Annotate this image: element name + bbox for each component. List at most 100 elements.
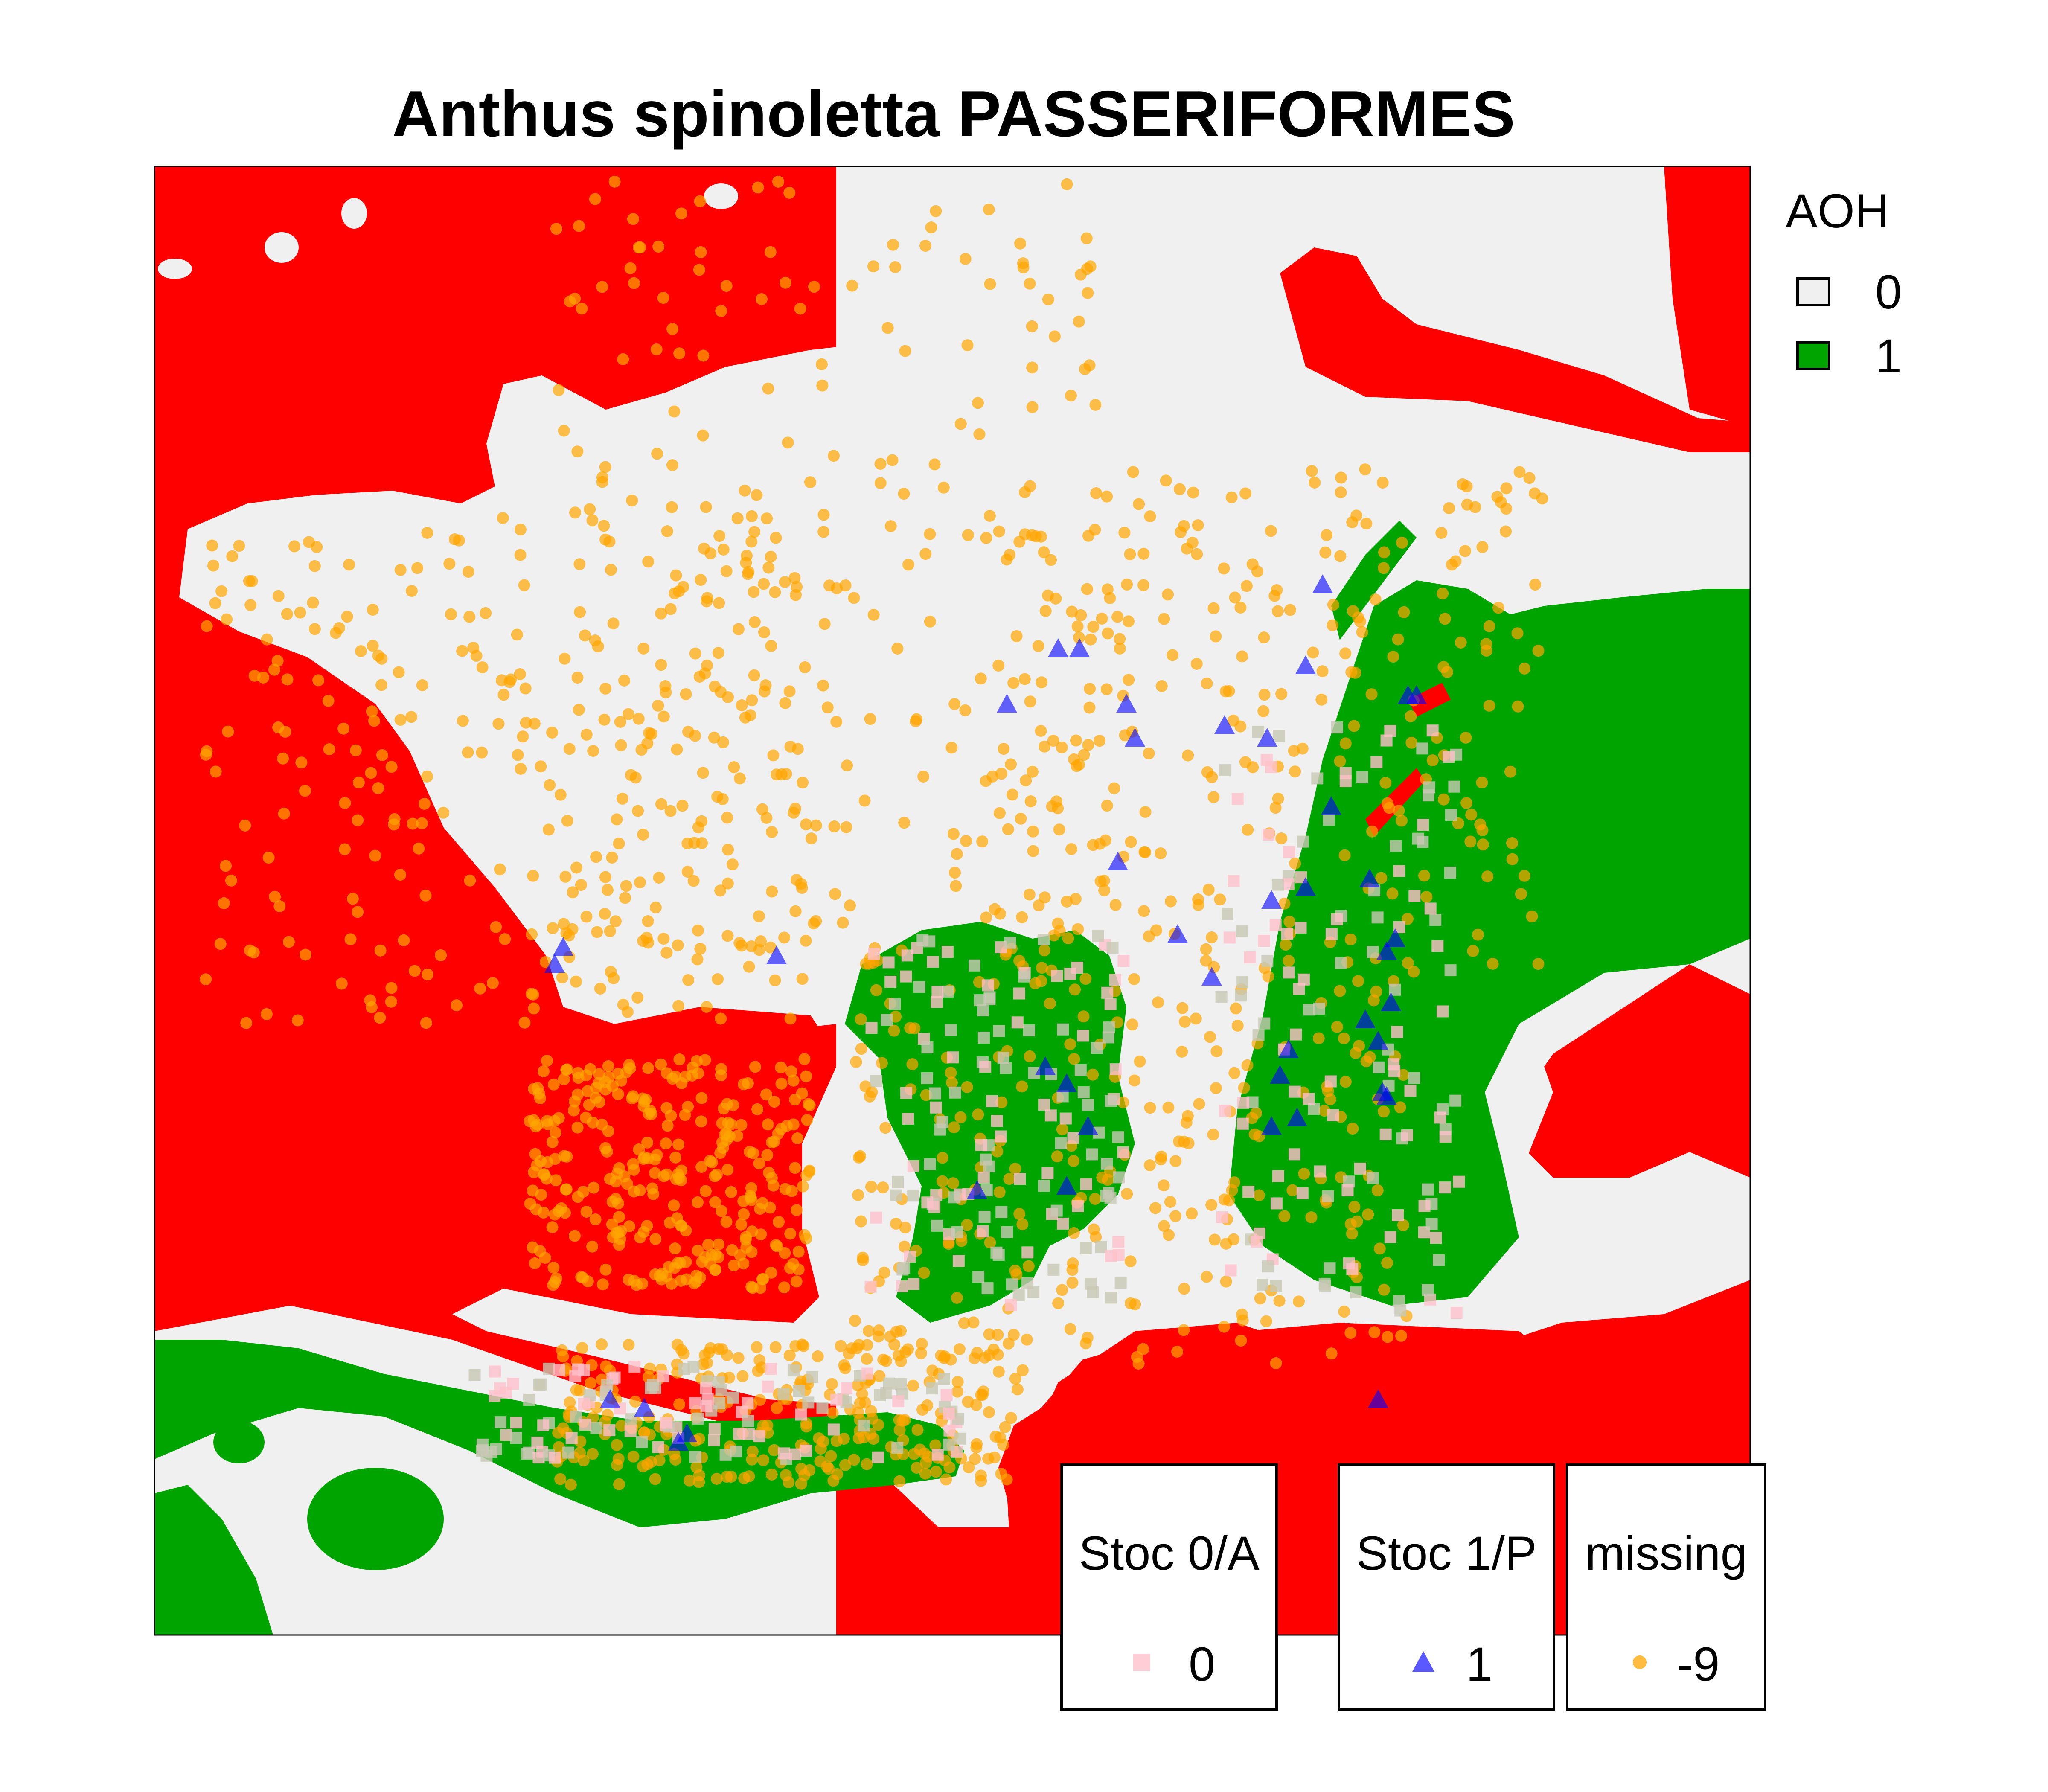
missing-point [1464,835,1477,848]
stoc-0-point [1425,1218,1438,1230]
missing-point [1182,1137,1195,1149]
missing-point [642,556,655,568]
stoc-0-point [1018,970,1030,983]
missing-point [754,1282,767,1294]
missing-point [861,1353,873,1365]
missing-point [602,1071,615,1083]
missing-point [831,582,843,594]
missing-point [585,1377,597,1389]
stoc-0-point [1103,1187,1115,1199]
missing-point [1087,621,1100,633]
missing-point [1029,977,1041,989]
missing-point [840,821,852,833]
missing-point [748,669,760,681]
missing-point [733,772,746,785]
stoc-0-point [1439,1181,1451,1194]
missing-point [1532,645,1545,657]
missing-point [969,1453,981,1465]
missing-point [762,382,774,395]
missing-point [646,1182,658,1195]
missing-point [788,806,800,819]
missing-point [335,977,348,990]
missing-point [519,682,532,695]
missing-point [936,1175,948,1187]
missing-point [993,525,1005,538]
missing-point [492,718,505,730]
stoc-0-point [1023,1024,1035,1036]
missing-point [738,1078,750,1091]
stoc-0-point [1253,1227,1265,1239]
stoc-0-point [1380,734,1393,747]
stoc-0-point [636,1436,648,1448]
stoc-0-point [1057,1217,1069,1230]
missing-point [1205,1199,1218,1211]
stoc-0-point [926,1382,938,1395]
missing-point [569,1095,581,1108]
missing-point [1465,809,1478,821]
missing-point [563,743,576,755]
stoc-0-point [562,1446,575,1459]
missing-point [627,213,639,225]
legend-aoh-1-swatch [1796,341,1830,370]
missing-point [984,1236,996,1249]
missing-point [839,1362,851,1375]
missing-point [1306,465,1318,477]
missing-point [487,977,499,989]
stoc-0-point [1236,1117,1249,1130]
stoc-0-point [931,996,943,1008]
missing-point [1239,487,1252,500]
missing-point [701,595,713,608]
stoc-0-point [931,1449,944,1461]
missing-point [899,1222,911,1233]
missing-point [1371,1184,1384,1196]
missing-point [971,1438,983,1450]
missing-point [748,586,760,598]
missing-point [753,1157,765,1169]
missing-point [628,1185,640,1198]
missing-point [591,926,603,938]
missing-point [947,1177,960,1190]
square-icon [1133,1654,1150,1671]
missing-point [736,699,748,711]
missing-point [664,603,677,615]
missing-point [571,445,584,458]
missing-point [393,666,405,678]
missing-point [844,899,856,912]
stoc-0-point [700,1382,712,1394]
stoc-0-point [742,1415,754,1427]
stoc-0-point [1074,1064,1087,1076]
stoc-0-point [1450,1307,1463,1319]
missing-point [221,613,233,625]
missing-point [899,1346,912,1358]
missing-point [1483,620,1495,632]
missing-point [1056,1123,1068,1135]
stoc-0-point [1222,908,1233,920]
missing-point [788,572,801,584]
missing-point [841,759,853,772]
missing-point [1089,399,1102,411]
stoc-0-point [1269,919,1282,931]
missing-point [1045,554,1057,566]
missing-point [993,807,1006,819]
missing-point [1121,1188,1133,1200]
missing-point [532,1119,544,1131]
stoc-0-point [991,1115,1003,1127]
missing-point [1481,870,1494,883]
missing-point [627,1450,640,1463]
missing-point [826,1378,838,1390]
missing-point [1079,1337,1092,1350]
missing-point [1420,891,1433,903]
missing-point [1270,1357,1282,1369]
missing-point [570,861,583,874]
stoc-0-point [1379,1128,1392,1140]
missing-point [600,1360,612,1373]
missing-point [791,1132,803,1144]
missing-point [1180,1117,1193,1129]
stoc-0-point [945,1024,957,1036]
stoc-0-point [1260,754,1273,766]
missing-point [1009,1373,1021,1385]
missing-point [1020,774,1032,787]
missing-point [884,520,897,532]
missing-point [713,1238,725,1251]
stoc-0-point [753,1430,765,1443]
